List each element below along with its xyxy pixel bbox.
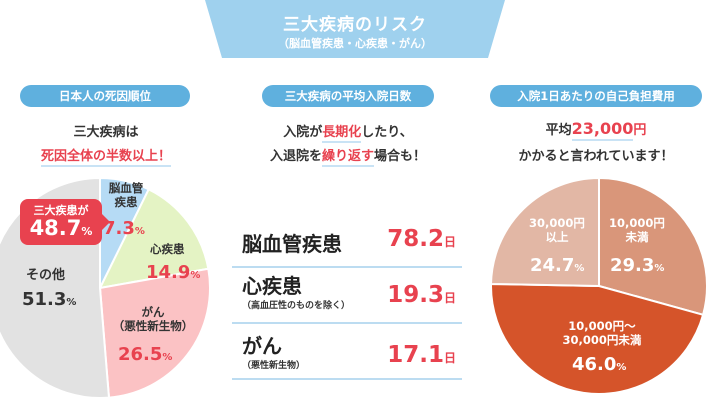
panel3-pill: 入院1日あたりの自己負担費用 [490,85,702,107]
stay-row-cancer-value: 17.1日 [387,342,456,368]
stay-row-cerebro: 脳血管疾患 78.2日 [232,212,462,268]
pie1-value-heart-num: 14.9 [146,262,191,283]
stay-row-cerebro-unit: 日 [443,235,456,249]
pie1-value-other-num: 51.3 [22,289,67,310]
pie1-label-cancer-text: がん （悪性新生物） [112,305,194,333]
pie1-value-cancer: 26.5% [118,344,172,366]
pie2-label-under10k: 10,000円 未満 [605,216,669,245]
pie1-slice-heart [98,188,210,290]
big3-badge-value: 48.7 [29,216,82,240]
pie1-value-cerebro-num: 7.3 [103,218,135,239]
page-subtitle: （脳血管疾患・心疾患・がん） [278,37,432,50]
stay-row-cerebro-num: 78.2 [387,226,444,252]
big3-badge: 三大疾患が 48.7% [20,199,102,245]
stay-row-heart: 心疾患 （高血圧性のものを除く） 19.3日 [232,268,462,324]
pie1-label-cerebro-text: 脳血管 疾患 [108,181,144,209]
pie2-label-mid-text: 10,000円～ 30,000円未満 [562,319,642,347]
pie1-slice-cancer [98,267,211,399]
pie2-value-under10k-num: 29.3 [610,255,655,276]
pie1-value-cerebro: 7.3% [103,218,145,240]
panel2-line1-b: 長期化 [322,125,362,143]
pie2-label-over30k-text: 30,000円 以上 [529,216,585,244]
pie2-value-under10k-unit: % [654,263,665,274]
cost-pie [489,176,708,395]
pie1-label-heart-text: 心疾患 [150,242,185,256]
panel2-line2-c: 場合も！ [374,149,427,164]
cost-pie-slices [489,176,708,395]
pie2-value-mid: 46.0% [572,354,626,376]
panel2-pill: 三大疾病の平均入院日数 [262,85,434,107]
pie1-value-cancer-num: 26.5 [118,344,163,365]
pie2-value-over30k: 24.7% [530,255,584,277]
pie1-value-heart-unit: % [190,270,201,281]
pie1-value-other: 51.3% [22,289,76,311]
pie2-value-over30k-unit: % [574,263,585,274]
pie1-label-cancer: がん （悪性新生物） [108,305,198,334]
stay-row-cerebro-name: 脳血管疾患 [242,232,342,256]
pie1-label-other-text: その他 [26,268,66,283]
header-banner-shape [205,0,505,58]
panel1-line2-wrap: 死因全体の半数以上！ [0,145,220,167]
pie2-label-under10k-text: 10,000円 未満 [609,216,665,244]
pie2-slice-mid [490,282,705,395]
pie2-label-over30k: 30,000円 以上 [524,216,590,245]
stay-row-heart-unit: 日 [443,291,456,305]
panel3-line1-a: 平均 [545,123,572,138]
pie2-label-mid: 10,000円～ 30,000円未満 [532,319,672,348]
panel1-line1: 三大疾病は [73,125,139,140]
pie1-label-heart: 心疾患 [150,242,185,257]
big3-badge-pointer [100,212,110,232]
panel1-line2: 死因全体の半数以上！ [40,149,171,167]
pie2-slice-under10k [598,176,708,317]
pie2-value-mid-unit: % [616,362,627,373]
panel2-line1: 入院が長期化したり、 [234,121,462,143]
panel3-line1: 平均23,000円 [482,119,710,141]
stay-row-heart-num: 19.3 [387,282,444,308]
big3-badge-value-wrap: 48.7% [20,216,102,240]
pie2-slice-over30k [489,176,600,288]
stay-row-heart-name: 心疾患 [242,274,302,298]
stay-row-cancer-name: がん [242,334,282,358]
pie1-value-other-unit: % [66,297,77,308]
pie2-value-under10k: 29.3% [610,255,664,277]
panel3-line1-b: 23,000 [571,119,634,141]
stay-row-heart-value: 19.3日 [387,282,456,308]
stay-row-cancer: がん （悪性新生物） 17.1日 [232,324,462,380]
pie2-value-over30k-num: 24.7 [530,255,575,276]
stay-row-cerebro-value: 78.2日 [387,226,456,252]
panel3-line1-c: 円 [633,123,647,138]
stay-row-cancer-num: 17.1 [387,342,444,368]
pie1-label-cerebro: 脳血管 疾患 [102,181,150,210]
panel3-line2: かかると言われています！ [518,149,674,164]
header-banner [205,0,505,58]
panel1-pill: 日本人の死因順位 [20,85,190,107]
panel2-line1-a: 入院が [283,125,323,140]
stay-row-cancer-note: （悪性新生物） [242,361,306,371]
pie2-value-mid-num: 46.0 [572,354,617,375]
pie1-label-other: その他 [26,268,65,284]
stay-row-heart-note: （高血圧性のものを除く） [242,301,351,311]
panel2-line2: 入退院を繰り返す場合も！ [234,145,462,167]
panel2-line2-a: 入退院を [269,149,322,164]
panel2-line2-b: 繰り返す [321,149,374,167]
big3-badge-unit: % [81,225,93,238]
panel2-line1-c: したり、 [361,125,413,140]
page-title: 三大疾病のリスク [283,15,427,35]
pie1-value-heart: 14.9% [146,262,200,284]
stay-row-cancer-unit: 日 [443,351,456,365]
pie1-value-cerebro-unit: % [134,226,145,237]
pie1-value-cancer-unit: % [162,352,173,363]
big3-badge-label: 三大疾患が [33,204,89,217]
